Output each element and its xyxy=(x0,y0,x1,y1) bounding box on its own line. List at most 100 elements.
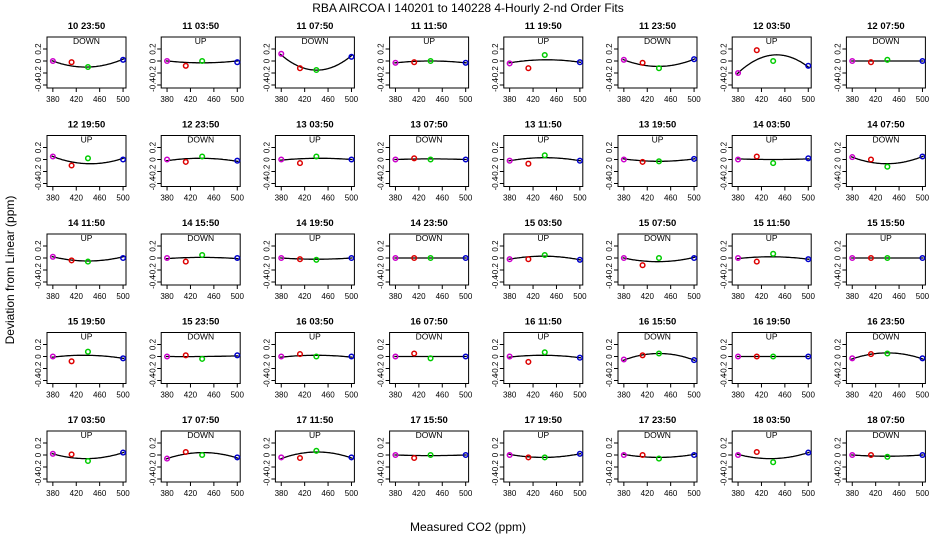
data-point xyxy=(164,455,171,462)
data-point xyxy=(49,450,56,457)
data-point xyxy=(84,63,92,71)
x-tick-label: 460 xyxy=(778,194,792,203)
y-tick-label: -0.4 xyxy=(34,78,43,92)
y-tick-label: -0.2 xyxy=(719,66,728,80)
y-tick-label: 0.2 xyxy=(377,240,386,252)
panel-title: 15 03:50 xyxy=(525,218,563,229)
plot-frame xyxy=(274,233,355,286)
y-tick-label: 0.2 xyxy=(719,437,728,449)
x-tick-label: 500 xyxy=(459,489,473,498)
x-tick-label: 420 xyxy=(755,391,769,400)
data-point xyxy=(427,355,434,362)
data-point xyxy=(278,454,285,461)
fit-curve xyxy=(51,58,125,68)
y-tick-label: -0.2 xyxy=(834,263,843,277)
y-tick-label: -0.4 xyxy=(605,373,614,387)
data-point xyxy=(199,251,206,259)
y-tick-label: -0.4 xyxy=(148,373,157,387)
data-point xyxy=(411,350,418,357)
panel-title: 13 07:50 xyxy=(410,120,448,131)
y-tick-label: 0.2 xyxy=(377,43,386,55)
x-tick-label: 420 xyxy=(298,194,312,203)
data-point xyxy=(867,351,875,358)
y-tick-label: 0.2 xyxy=(834,437,843,449)
x-tick-label: 460 xyxy=(321,95,335,104)
y-tick-label: 0.2 xyxy=(148,141,157,153)
data-point xyxy=(884,350,891,357)
data-point xyxy=(639,158,646,165)
panel-title: 14 19:50 xyxy=(296,218,334,229)
data-point xyxy=(691,357,698,364)
y-tick-label: -0.2 xyxy=(834,460,843,474)
x-tick-label: 380 xyxy=(160,391,174,400)
plot-frame xyxy=(617,233,698,286)
data-point xyxy=(620,356,627,363)
data-point xyxy=(49,353,56,360)
panel-direction: DOWN xyxy=(416,430,443,440)
data-point xyxy=(770,160,777,167)
data-point xyxy=(735,353,742,360)
panel-title: 12 07:50 xyxy=(867,21,905,32)
y-tick-label: 0 xyxy=(263,354,272,359)
y-tick-label: -0.2 xyxy=(34,164,43,178)
y-tick-label: -0.2 xyxy=(605,361,614,375)
panel-direction: DOWN xyxy=(416,233,443,243)
data-point xyxy=(120,449,127,456)
x-tick-label: 380 xyxy=(389,391,403,400)
y-tick-label: 0 xyxy=(148,354,157,359)
y-tick-label: -0.4 xyxy=(148,78,157,92)
plot-frame xyxy=(160,233,241,286)
panel-title: 14 15:50 xyxy=(182,218,220,229)
y-tick-label: -0.2 xyxy=(377,263,386,277)
x-tick-label: 380 xyxy=(731,194,745,203)
data-point xyxy=(392,254,399,262)
y-tick-label: 0.2 xyxy=(263,240,272,252)
data-point xyxy=(849,254,856,262)
fit-curve xyxy=(51,451,125,460)
x-tick-label: 420 xyxy=(184,95,198,104)
panel-title: 15 11:50 xyxy=(753,218,790,229)
y-tick-label: -0.2 xyxy=(377,164,386,178)
x-tick-label: 380 xyxy=(617,489,631,498)
data-point xyxy=(164,353,171,360)
x-tick-label: 380 xyxy=(731,391,745,400)
y-tick-label: -0.4 xyxy=(719,472,728,486)
data-point xyxy=(655,254,663,262)
panel-direction: DOWN xyxy=(644,233,671,243)
data-point xyxy=(884,453,891,460)
x-tick-label: 460 xyxy=(207,194,221,203)
data-point xyxy=(541,454,548,461)
panel-direction: UP xyxy=(766,135,778,145)
x-tick-label: 420 xyxy=(755,194,769,203)
data-point xyxy=(313,353,320,360)
data-point xyxy=(620,451,627,459)
panel-direction: UP xyxy=(766,36,778,46)
panel-direction: DOWN xyxy=(872,36,899,46)
y-tick-label: -0.2 xyxy=(834,164,843,178)
x-tick-label: 380 xyxy=(846,194,860,203)
y-tick-label: 0.2 xyxy=(377,437,386,449)
y-tick-label: 0 xyxy=(34,452,43,457)
panel-title: 18 03:50 xyxy=(753,415,791,426)
y-tick-label: 0.2 xyxy=(148,437,157,449)
x-tick-label: 380 xyxy=(275,95,289,104)
data-point xyxy=(770,459,777,466)
y-tick-label: -0.2 xyxy=(34,460,43,474)
data-point xyxy=(735,156,742,163)
x-tick-label: 420 xyxy=(412,391,426,400)
panel-title: 13 03:50 xyxy=(296,120,334,131)
x-tick-label: 500 xyxy=(231,391,245,400)
data-point xyxy=(576,256,583,263)
y-tick-label: 0 xyxy=(719,157,728,162)
x-tick-label: 380 xyxy=(46,95,60,104)
plot-frame xyxy=(46,36,127,89)
